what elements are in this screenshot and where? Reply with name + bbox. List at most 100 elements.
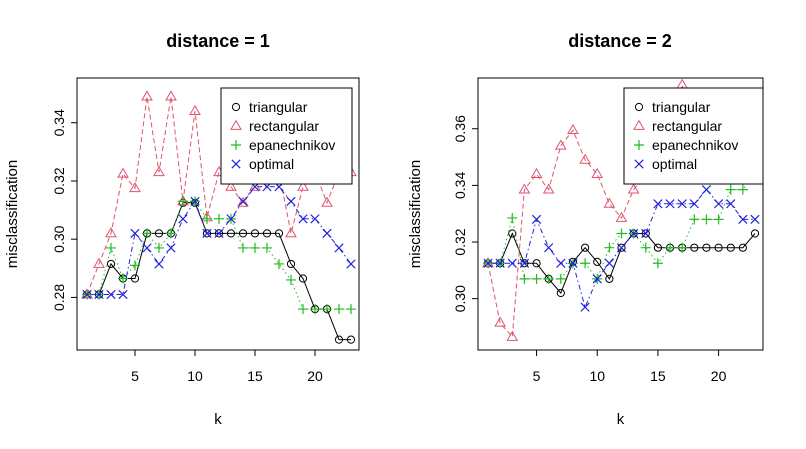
legend-label: rectangular <box>652 118 722 134</box>
point-triangular <box>690 243 699 252</box>
point-triangular <box>714 243 723 252</box>
point-triangular <box>653 243 663 252</box>
point-optimal <box>531 214 542 224</box>
point-optimal <box>298 214 308 224</box>
point-rectangular <box>554 139 567 150</box>
legend-label: rectangular <box>249 118 319 134</box>
point-optimal <box>214 228 224 239</box>
point-rectangular <box>285 227 297 238</box>
point-epanechnikov <box>142 228 152 239</box>
point-optimal <box>726 199 736 209</box>
point-optimal <box>507 258 517 268</box>
point-epanechnikov <box>652 258 663 269</box>
legend-box <box>623 87 764 185</box>
legend-key-triangular <box>634 102 644 112</box>
point-rectangular <box>579 153 591 164</box>
point-optimal <box>604 258 614 268</box>
point-optimal <box>238 196 248 206</box>
legend-key-optimal <box>231 159 241 169</box>
point-epanechnikov <box>737 184 748 195</box>
point-optimal <box>166 243 176 253</box>
x-axis-label: k <box>214 411 222 428</box>
point-rectangular <box>189 104 201 116</box>
legend-label: epanechnikov <box>249 137 335 153</box>
point-epanechnikov <box>713 214 724 225</box>
point-optimal <box>592 274 602 284</box>
y-tick-label: 0.34 <box>452 172 468 199</box>
point-epanechnikov <box>154 242 164 253</box>
point-optimal <box>653 199 663 209</box>
point-optimal <box>738 214 748 224</box>
y-tick-label: 0.30 <box>51 225 67 252</box>
point-optimal <box>154 259 164 269</box>
point-triangular <box>130 274 140 283</box>
point-epanechnikov <box>580 258 591 269</box>
point-optimal <box>519 258 530 268</box>
chart-panel-distance-1: distance = 1 5 10 15 20 0.28 0.30 0.32 0.34 k misc… <box>4 31 360 428</box>
point-rectangular <box>153 166 165 177</box>
point-epanechnikov <box>555 273 566 284</box>
point-optimal <box>322 228 332 239</box>
point-triangular <box>298 274 308 283</box>
point-rectangular <box>518 183 531 194</box>
x-tick-label: 15 <box>650 368 666 384</box>
y-tick-label: 0.34 <box>51 109 67 136</box>
point-triangular <box>702 243 711 252</box>
y-axis-label: misclassification <box>407 160 424 268</box>
point-epanechnikov <box>130 260 140 271</box>
plot-frame <box>76 77 360 351</box>
legend-key-epanechnikov <box>634 140 644 150</box>
point-epanechnikov <box>519 273 530 284</box>
point-rectangular <box>321 196 333 207</box>
legend-key-rectangular <box>633 119 645 130</box>
point-rectangular <box>567 123 579 135</box>
legend-label: triangular <box>652 99 711 115</box>
point-epanechnikov <box>118 273 128 284</box>
point-triangular <box>106 259 116 269</box>
x-tick-label: 5 <box>131 368 139 384</box>
x-axis-label: k <box>617 411 625 428</box>
legend-box <box>220 87 353 185</box>
point-rectangular <box>603 197 616 208</box>
point-epanechnikov <box>286 274 296 285</box>
point-optimal <box>346 259 356 269</box>
point-rectangular <box>615 211 628 222</box>
point-epanechnikov <box>238 242 248 253</box>
legend-label: optimal <box>652 156 697 172</box>
legend: triangular rectangular epanechnikov optimal <box>220 87 353 185</box>
legend-label: epanechnikov <box>652 137 738 153</box>
point-optimal <box>677 199 687 209</box>
point-optimal <box>580 302 590 312</box>
plot-frame <box>477 77 764 351</box>
point-optimal <box>190 196 200 206</box>
point-optimal <box>130 228 140 239</box>
point-optimal <box>178 214 188 224</box>
point-triangular <box>556 288 565 298</box>
point-triangular <box>532 259 541 268</box>
legend-key-optimal <box>634 159 644 169</box>
point-rectangular <box>237 196 249 207</box>
point-epanechnikov <box>543 273 554 284</box>
y-tick-label: 0.28 <box>51 284 67 311</box>
point-epanechnikov <box>677 242 688 253</box>
legend-key-epanechnikov <box>231 140 241 150</box>
point-optimal <box>495 258 505 268</box>
point-rectangular <box>506 330 519 341</box>
legend-label: optimal <box>249 156 294 172</box>
x-tick-label: 10 <box>187 368 203 384</box>
point-epanechnikov <box>334 304 344 315</box>
point-rectangular <box>225 180 237 191</box>
chart-panel-distance-2: distance = 2 5 10 15 20 0.30 0.32 0.34 0.36 k misc… <box>407 31 764 428</box>
point-epanechnikov <box>310 304 320 315</box>
point-optimal <box>286 196 296 206</box>
point-triangular <box>738 243 747 252</box>
point-triangular <box>154 229 164 238</box>
point-triangular <box>726 243 735 252</box>
point-optimal <box>750 214 760 224</box>
point-optimal <box>665 199 675 209</box>
point-optimal <box>310 214 320 224</box>
point-rectangular <box>129 182 141 193</box>
point-triangular <box>750 229 760 238</box>
